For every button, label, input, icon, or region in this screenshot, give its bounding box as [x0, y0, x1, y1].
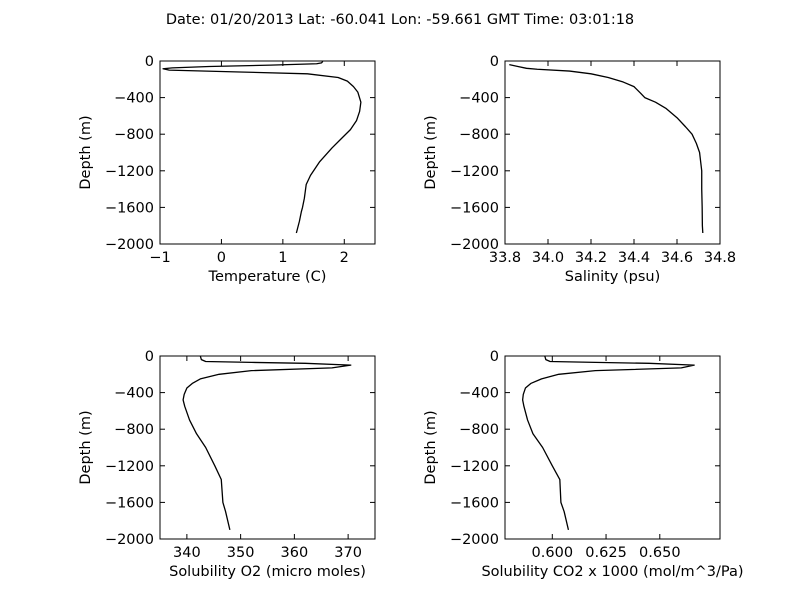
solubility-o2-profile-line	[182, 355, 352, 530]
solubility-o2-x-tick-label: 360	[281, 545, 309, 561]
temperature-x-tick-label: 0	[217, 250, 226, 266]
salinity-y-tick-label: −800	[459, 127, 499, 143]
salinity-y-tick-label: −400	[459, 91, 499, 107]
temperature-y-tick-label: −400	[114, 91, 154, 107]
temperature-y-axis-label: Depth (m)	[78, 115, 94, 189]
temperature-y-tick-label: −1200	[105, 164, 154, 180]
temperature-axes-frame	[159, 60, 376, 245]
panels: −1 0 1 2 0 −400 −800 −1200 −1600 −2000 Temperature…	[78, 54, 744, 580]
temperature-y-tick-label: −1600	[105, 200, 154, 216]
solubility-co2-y-tick-label: −800	[459, 422, 499, 438]
salinity-profile-line	[509, 64, 704, 234]
temperature-y-tick-label: 0	[145, 54, 154, 70]
solubility-co2-axes-frame	[504, 355, 721, 540]
salinity-y-tick-label: 0	[490, 54, 499, 70]
plot-temperature: −1 0 1 2 0 −400 −800 −1200 −1600 −2000 Temperature…	[78, 54, 376, 285]
salinity-y-tick-label: −2000	[450, 237, 499, 253]
solubility-co2-y-tick-label: −1200	[450, 459, 499, 475]
solubility-o2-y-axis-label: Depth (m)	[78, 410, 94, 484]
solubility-o2-x-axis-label: Solubility O2 (micro moles)	[169, 564, 366, 580]
plot-salinity: 33.8 34.0 34.2 34.4 34.6 34.8 0 −400 −800 −1200 −1…	[423, 54, 736, 285]
plot-solubility-co2: 0.600 0.625 0.650 0 −400 −800 −1200 −1600 −2000 S…	[423, 349, 744, 580]
temperature-x-axis-label: Temperature (C)	[208, 269, 327, 285]
solubility-o2-y-tick-label: −800	[114, 422, 154, 438]
salinity-x-axis-label: Salinity (psu)	[565, 269, 661, 285]
solubility-o2-y-tick-label: −2000	[105, 532, 154, 548]
solubility-o2-x-tick-label: 370	[334, 545, 362, 561]
solubility-co2-x-tick-label: 0.625	[585, 545, 627, 561]
solubility-co2-y-axis-label: Depth (m)	[423, 410, 439, 484]
solubility-co2-x-axis-label: Solubility CO2 x 1000 (mol/m^3/Pa)	[481, 564, 743, 580]
salinity-x-tick-label: 34.8	[704, 250, 736, 266]
temperature-x-tick-label: 1	[278, 250, 287, 266]
solubility-co2-x-tick-label: 0.600	[532, 545, 574, 561]
solubility-co2-profile-line	[521, 355, 695, 530]
solubility-co2-y-tick-label: −1600	[450, 495, 499, 511]
temperature-profile-line	[162, 61, 362, 234]
solubility-o2-x-tick-label: 350	[227, 545, 255, 561]
temperature-y-tick-label: −800	[114, 127, 154, 143]
salinity-x-tick-label: 34.0	[532, 250, 564, 266]
temperature-y-tick-label: −2000	[105, 237, 154, 253]
salinity-y-tick-label: −1200	[450, 164, 499, 180]
temperature-x-tick-label: −1	[149, 250, 170, 266]
solubility-o2-y-tick-label: 0	[145, 349, 154, 365]
salinity-y-axis-label: Depth (m)	[423, 115, 439, 189]
salinity-x-tick-label: 34.2	[575, 250, 607, 266]
salinity-axes-frame	[504, 60, 721, 245]
figure-title: Date: 01/20/2013 Lat: -60.041 Lon: -59.6…	[166, 12, 634, 28]
solubility-o2-x-tick-label: 340	[173, 545, 201, 561]
temperature-x-tick-label: 2	[340, 250, 349, 266]
salinity-x-tick-label: 34.4	[618, 250, 650, 266]
solubility-o2-y-tick-label: −400	[114, 386, 154, 402]
solubility-o2-axes-frame	[159, 355, 376, 540]
solubility-co2-y-tick-label: −2000	[450, 532, 499, 548]
salinity-x-tick-label: 34.6	[661, 250, 693, 266]
salinity-x-tick-label: 33.8	[489, 250, 521, 266]
salinity-y-tick-label: −1600	[450, 200, 499, 216]
solubility-co2-y-tick-label: 0	[490, 349, 499, 365]
solubility-o2-y-tick-label: −1200	[105, 459, 154, 475]
plot-solubility-o2: 340 350 360 370 0 −400 −800 −1200 −1600 −2000 Solu…	[78, 349, 376, 580]
solubility-co2-y-tick-label: −400	[459, 386, 499, 402]
solubility-o2-y-tick-label: −1600	[105, 495, 154, 511]
solubility-co2-x-tick-label: 0.650	[639, 545, 681, 561]
